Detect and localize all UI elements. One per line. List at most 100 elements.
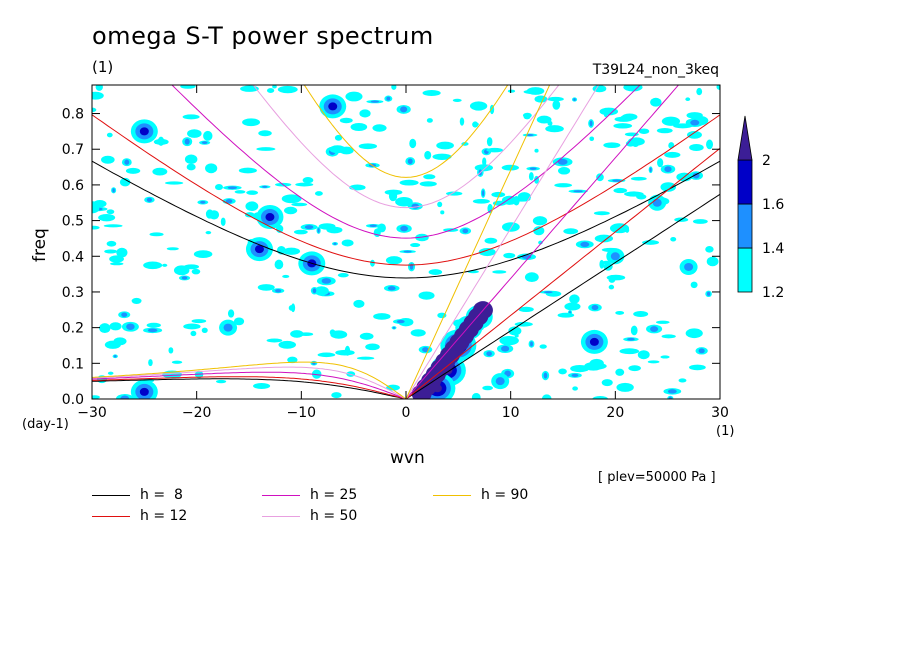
noise-contour xyxy=(238,167,257,174)
noise-contour xyxy=(619,348,640,355)
noise-contour xyxy=(668,396,672,399)
y-tick-label: 0.8 xyxy=(62,107,84,123)
noise-contour xyxy=(558,368,567,375)
noise-contour xyxy=(349,184,366,191)
noise-contour xyxy=(492,270,507,274)
noise-contour xyxy=(284,206,298,215)
legend-item: h = 8 xyxy=(92,486,183,504)
dispersion-curve xyxy=(252,85,560,209)
noise-contour xyxy=(436,141,454,150)
noise-contour xyxy=(121,312,128,317)
noise-contour xyxy=(93,200,107,208)
noise-contour xyxy=(615,368,625,376)
noise-contour xyxy=(359,332,374,340)
chart-title: omega S-T power spectrum xyxy=(92,22,434,50)
noise-contour xyxy=(422,347,429,353)
noise-contour xyxy=(302,177,314,184)
noise-contour xyxy=(350,122,368,132)
colorbar-swatch xyxy=(737,247,753,293)
noise-contour xyxy=(385,256,403,265)
y-tick-label: 0.5 xyxy=(62,214,84,230)
noise-contour xyxy=(312,288,317,294)
colorbar: 1.2 1.4 1.6 2 xyxy=(737,115,784,301)
noise-contour xyxy=(191,319,207,324)
units-label: (1) xyxy=(92,58,114,76)
noise-contour xyxy=(570,364,590,373)
noise-contour xyxy=(234,190,246,194)
noise-contour xyxy=(369,224,377,228)
noise-contour xyxy=(478,248,496,257)
noise-contour xyxy=(171,360,183,364)
noise-contour xyxy=(209,210,220,220)
noise-contour xyxy=(391,85,397,90)
noise-contour xyxy=(601,379,613,387)
noise-contour xyxy=(573,190,583,193)
noise-contour xyxy=(281,194,302,204)
noise-contour xyxy=(186,163,196,171)
legend-label: h = 12 xyxy=(140,508,188,524)
noise-contour xyxy=(330,330,348,339)
noise-contour xyxy=(400,225,408,232)
noise-contour xyxy=(225,199,233,204)
noise-contour xyxy=(409,138,417,149)
noise-contour xyxy=(482,385,493,391)
dispersion-curve xyxy=(405,193,720,399)
noise-contour xyxy=(399,179,419,186)
noise-contour xyxy=(184,138,190,145)
noise-contour xyxy=(180,85,196,89)
noise-contour xyxy=(92,225,100,230)
noise-contour xyxy=(392,326,396,329)
noise-contour xyxy=(612,179,622,182)
noise-contour xyxy=(200,200,206,204)
noise-contour xyxy=(98,213,116,222)
noise-contour xyxy=(616,382,634,392)
noise-contour xyxy=(664,151,681,158)
noise-contour xyxy=(314,191,323,196)
noise-contour xyxy=(624,191,644,197)
noise-contour xyxy=(359,109,371,118)
noise-contour xyxy=(686,112,703,119)
noise-contour xyxy=(517,192,531,202)
noise-contour xyxy=(502,222,520,232)
noise-contour xyxy=(705,245,714,253)
noise-contour xyxy=(125,167,141,174)
noise-contour xyxy=(491,191,506,198)
y-tick-label: 0.3 xyxy=(62,285,84,301)
noise-contour xyxy=(321,278,332,284)
noise-contour xyxy=(473,122,479,126)
noise-contour xyxy=(557,158,568,165)
noise-contour xyxy=(486,137,493,147)
noise-contour xyxy=(373,313,391,320)
noise-contour xyxy=(201,141,208,145)
legend-swatch xyxy=(92,494,130,496)
noise-contour xyxy=(291,303,296,313)
noise-contour xyxy=(547,96,564,102)
noise-contour xyxy=(650,97,662,107)
colorbar-label: 1.6 xyxy=(762,197,784,213)
noise-contour xyxy=(333,242,337,245)
noise-contour xyxy=(523,89,542,94)
noise-contour xyxy=(572,386,578,391)
noise-contour xyxy=(149,232,164,237)
colorbar-swatch xyxy=(737,159,753,205)
noise-contour xyxy=(484,237,498,244)
noise-contour xyxy=(706,139,714,150)
noise-contour xyxy=(282,247,301,255)
noise-contour xyxy=(372,124,387,132)
noise-contour xyxy=(452,98,462,102)
noise-contour xyxy=(543,291,553,294)
dispersion-curve xyxy=(92,361,407,399)
noise-contour xyxy=(339,117,353,124)
legend-swatch xyxy=(262,515,300,517)
noise-contour xyxy=(146,197,153,202)
y-tick-label: 0.4 xyxy=(62,249,84,265)
noise-contour xyxy=(290,330,304,338)
noise-contour xyxy=(593,211,610,216)
noise-contour xyxy=(596,173,604,182)
noise-contour xyxy=(311,369,322,379)
noise-contour xyxy=(124,159,130,165)
noise-contour xyxy=(530,341,533,347)
noise-contour xyxy=(638,128,650,134)
noise-contour xyxy=(580,241,590,248)
noise-contour xyxy=(182,114,200,120)
